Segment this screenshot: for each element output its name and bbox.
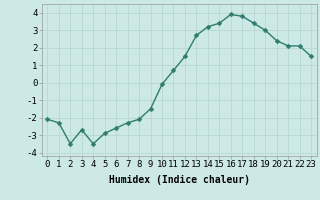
X-axis label: Humidex (Indice chaleur): Humidex (Indice chaleur): [109, 175, 250, 185]
